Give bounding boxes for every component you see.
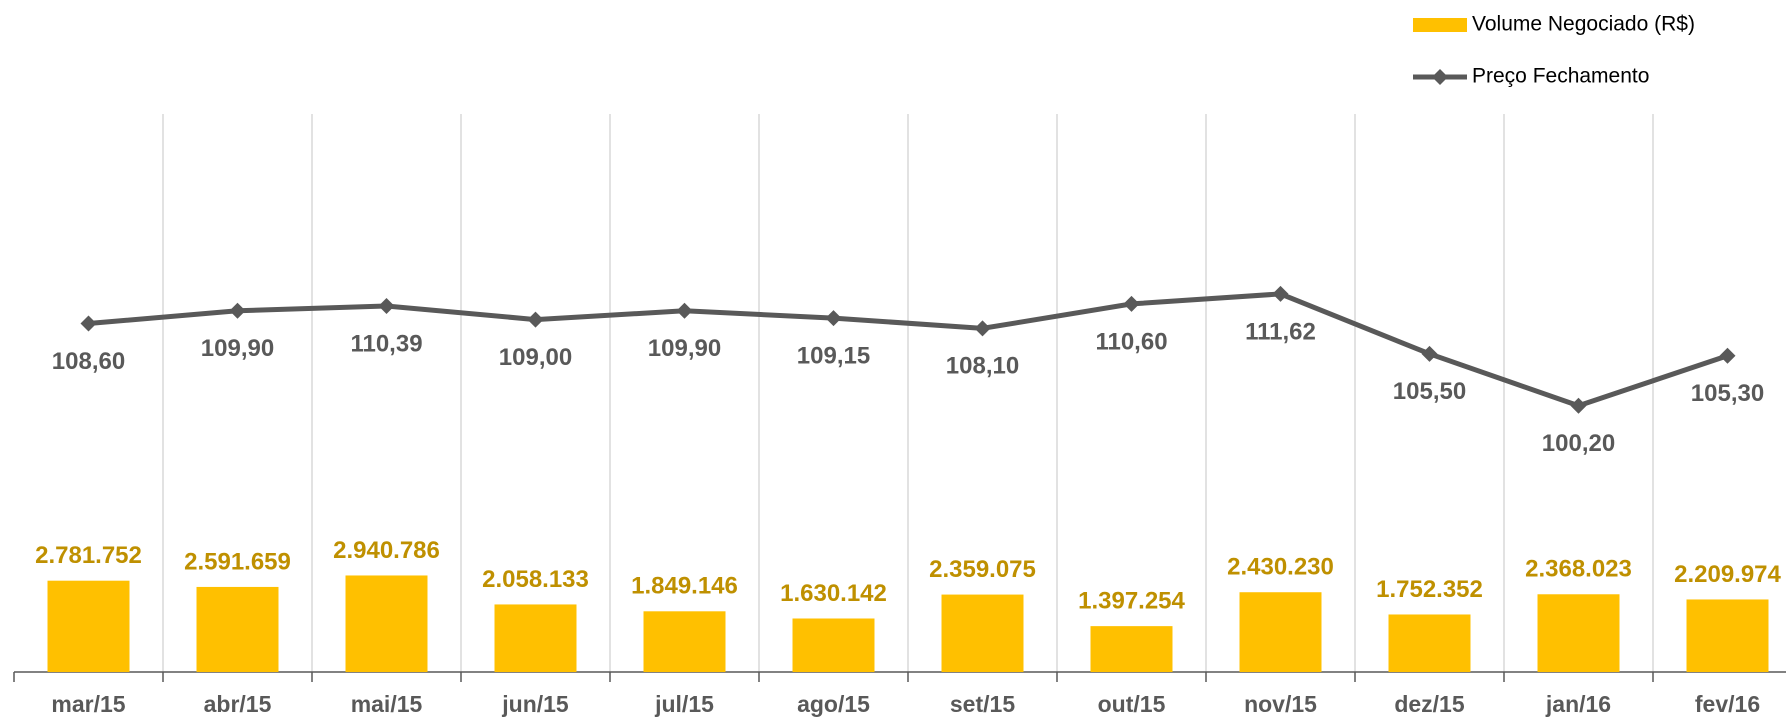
line-value-label: 105,30 (1691, 380, 1764, 407)
bar-value-label: 2.359.075 (929, 556, 1036, 583)
bar (1090, 626, 1173, 672)
line-marker (229, 302, 246, 319)
bar (1239, 592, 1322, 672)
bar (1388, 614, 1471, 672)
x-tick-label: dez/15 (1394, 691, 1465, 717)
line-marker (676, 302, 693, 319)
x-tick-label: jul/15 (654, 691, 714, 717)
x-tick-label: ago/15 (797, 691, 870, 717)
bar-value-label: 1.849.146 (631, 573, 738, 600)
x-tick-label: abr/15 (204, 691, 272, 717)
bar (196, 586, 279, 672)
line-value-label: 109,15 (797, 342, 870, 369)
bar (1537, 594, 1620, 672)
line-value-label: 109,90 (201, 335, 274, 362)
line-value-label: 109,90 (648, 335, 721, 362)
bar (643, 611, 726, 672)
line-marker (378, 297, 395, 314)
line-value-label: 110,39 (350, 330, 422, 357)
bar-value-label: 2.781.752 (35, 542, 142, 569)
line-marker (1272, 285, 1289, 302)
bar-value-label: 2.591.659 (184, 548, 291, 575)
x-tick-label: mar/15 (51, 691, 125, 717)
x-tick-label: jun/15 (501, 691, 569, 717)
legend-label: Preço Fechamento (1472, 65, 1649, 88)
legend-label: Volume Negociado (R$) (1472, 13, 1695, 36)
bar (792, 618, 875, 672)
line-value-label: 108,60 (52, 348, 125, 375)
bar (1686, 599, 1769, 672)
line-value-label: 108,10 (946, 353, 1019, 380)
line-marker (1421, 345, 1438, 362)
line-marker (1719, 347, 1736, 364)
bar-value-label: 2.368.023 (1525, 556, 1632, 583)
bar-value-label: 2.940.786 (333, 537, 440, 564)
x-tick-label: jan/16 (1545, 691, 1611, 717)
line-value-label: 111,62 (1245, 318, 1316, 345)
line-marker (527, 311, 544, 328)
x-tick-label: out/15 (1098, 691, 1166, 717)
line-value-label: 110,60 (1095, 328, 1167, 355)
bar-value-label: 2.430.230 (1227, 554, 1334, 581)
bar-value-label: 1.397.254 (1078, 587, 1185, 614)
bar-value-label: 2.209.974 (1674, 561, 1781, 588)
bar-value-label: 1.630.142 (780, 580, 887, 607)
bar (345, 575, 428, 672)
bar (494, 604, 577, 672)
line-marker (1123, 295, 1140, 312)
line-value-label: 105,50 (1393, 378, 1466, 405)
bar-value-label: 2.058.133 (482, 566, 589, 593)
x-tick-label: fev/16 (1695, 691, 1760, 717)
line-marker (1570, 397, 1587, 414)
price-line (88, 291, 1729, 409)
bar (941, 594, 1024, 672)
legend-swatch (1413, 18, 1467, 32)
bar (47, 580, 130, 672)
line-value-label: 109,00 (499, 344, 572, 371)
x-tick-label: mai/15 (351, 691, 423, 717)
legend-marker (1432, 69, 1448, 85)
x-tick-label: set/15 (950, 691, 1015, 717)
line-value-label: 100,20 (1542, 430, 1615, 457)
line-marker (974, 320, 991, 337)
bar-value-label: 1.752.352 (1376, 576, 1483, 603)
line-marker (80, 315, 97, 332)
line-marker (825, 310, 842, 327)
x-tick-label: nov/15 (1244, 691, 1317, 717)
